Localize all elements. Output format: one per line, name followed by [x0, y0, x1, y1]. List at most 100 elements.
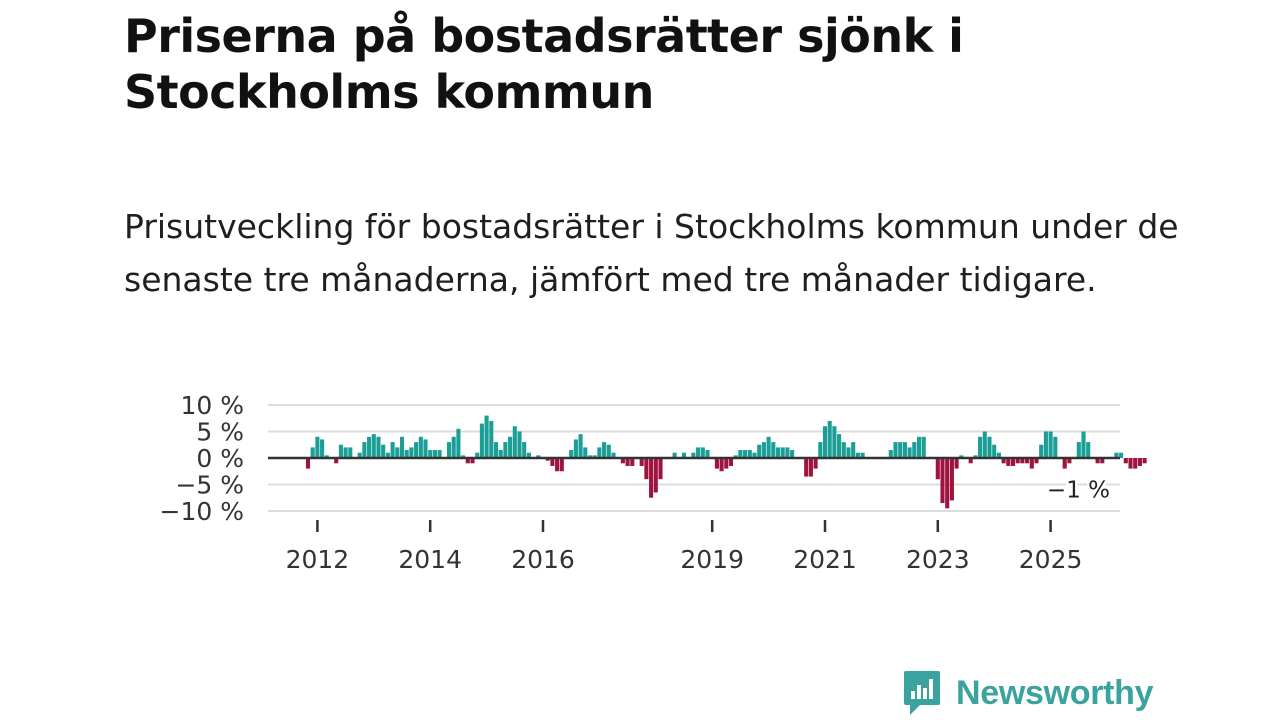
bar [700, 447, 705, 458]
y-tick-label: −10 % [160, 497, 244, 526]
bar [423, 439, 428, 458]
bar [902, 442, 907, 458]
bar [771, 442, 776, 458]
bar [597, 447, 602, 458]
bar [1100, 458, 1105, 464]
bar [855, 452, 860, 458]
bar [1137, 458, 1142, 466]
bar [414, 442, 419, 458]
bar [611, 452, 616, 458]
bar [592, 455, 597, 458]
bar [569, 450, 574, 458]
bar [470, 458, 475, 464]
bar [1006, 458, 1011, 466]
bar [696, 447, 701, 458]
bar [907, 447, 912, 458]
bar [1119, 452, 1124, 458]
bar [578, 434, 583, 458]
x-tick-label: 2025 [1019, 545, 1083, 574]
bar [625, 458, 630, 466]
bar [644, 458, 649, 480]
bar [940, 458, 945, 504]
bar [780, 447, 785, 458]
x-tick-label: 2014 [398, 545, 462, 574]
bar [719, 458, 724, 472]
bar [804, 458, 809, 477]
bar [498, 450, 503, 458]
bar [658, 458, 663, 480]
bar [555, 458, 560, 472]
bar [841, 442, 846, 458]
bar [757, 444, 762, 458]
bar [338, 444, 343, 458]
bar [390, 442, 395, 458]
bar [968, 458, 973, 464]
bar [559, 458, 564, 472]
bar [1062, 458, 1067, 469]
bar [630, 458, 635, 466]
bar [493, 442, 499, 458]
bar [573, 439, 578, 458]
bar [367, 436, 372, 458]
bar [982, 431, 987, 458]
bar [959, 455, 964, 458]
last-value-label: −1 % [1047, 477, 1110, 503]
bar [362, 442, 367, 458]
bar [1010, 458, 1016, 466]
bar [649, 458, 654, 498]
bar [512, 426, 517, 458]
x-tick-label: 2012 [286, 545, 350, 574]
bar [1034, 458, 1039, 464]
bar [446, 442, 452, 458]
bar [1086, 442, 1091, 458]
chart-title: Priserna på bostadsrätter sjönk i Stockh… [124, 9, 964, 119]
bar [399, 436, 405, 458]
bar [475, 452, 480, 458]
bar [404, 450, 409, 458]
bar-chart: 10 %5 %0 %−5 %−10 % 2012 2014 2016 2019 2021 2… [160, 391, 1147, 574]
bar [851, 442, 856, 458]
newsworthy-logo[interactable]: Newsworthy [902, 668, 1154, 718]
bar [860, 452, 865, 458]
brand-name: Newsworthy [956, 673, 1154, 712]
bar [987, 436, 992, 458]
bar [489, 420, 494, 458]
bar [672, 452, 677, 458]
bar [992, 444, 997, 458]
bar [620, 458, 625, 464]
bar [1025, 458, 1030, 464]
bar [705, 450, 710, 458]
bar [409, 447, 414, 458]
bar [545, 458, 550, 461]
bar [888, 450, 893, 458]
bar [1067, 458, 1072, 464]
bar [893, 442, 898, 458]
bar [1015, 458, 1020, 464]
bar [536, 455, 541, 458]
bar [954, 458, 959, 469]
bar-chart-speech-bubble-icon [904, 671, 940, 715]
bar [808, 458, 813, 477]
bar [912, 442, 917, 458]
bar [935, 458, 940, 480]
bar [587, 455, 593, 458]
bar [503, 442, 508, 458]
bar [714, 458, 719, 469]
bar [522, 442, 527, 458]
bar [508, 436, 513, 458]
bar [315, 436, 320, 458]
bar [837, 434, 842, 458]
x-tick-label: 2021 [793, 545, 857, 574]
bar [996, 452, 1001, 458]
bar [371, 434, 376, 458]
bar [921, 436, 926, 458]
bar [451, 436, 456, 458]
x-tick-label: 2019 [680, 545, 744, 574]
bar [1048, 431, 1053, 458]
bar [681, 452, 687, 458]
bar [1029, 458, 1034, 469]
bar [1053, 436, 1058, 458]
bar [1133, 458, 1138, 469]
bar [827, 420, 832, 458]
bar [357, 452, 362, 458]
